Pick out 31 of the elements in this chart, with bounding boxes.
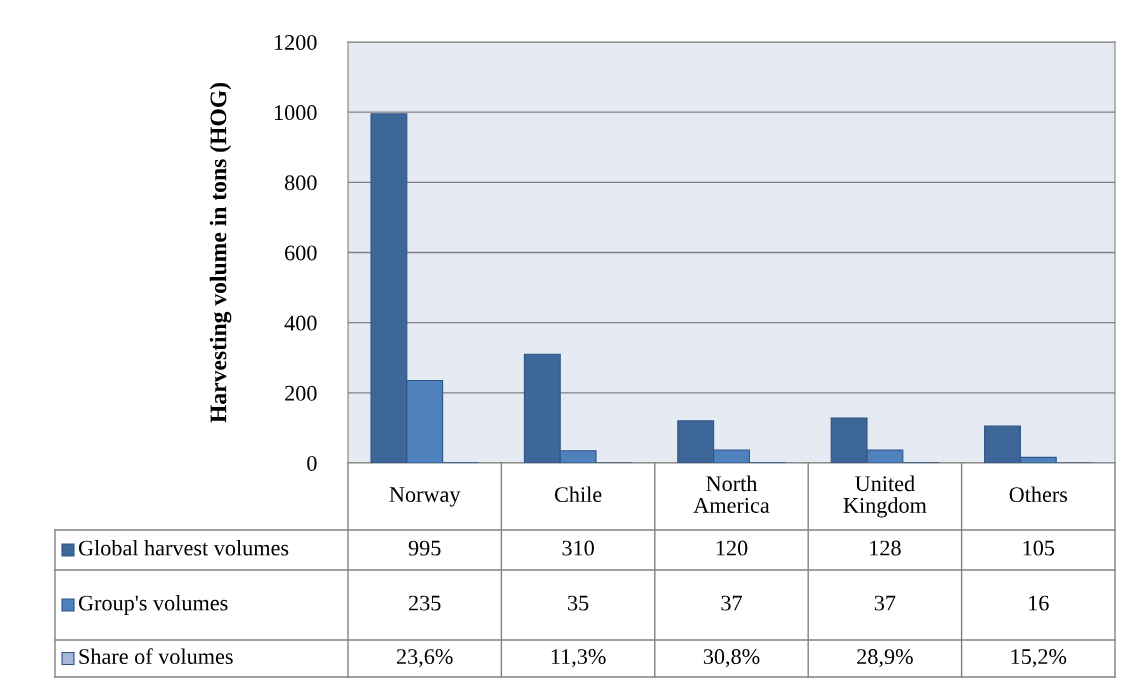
data-label: 23,6%: [396, 649, 453, 668]
data-label: 37: [874, 595, 896, 611]
x-tick-label: Others: [1009, 486, 1068, 503]
data-label: 235: [409, 595, 441, 611]
y-axis-title: Harvesting volume in tons (HOG): [209, 83, 232, 423]
data-label: 995: [408, 540, 441, 556]
x-tick-label: United Kingdom: [843, 475, 927, 518]
data-label: 35: [568, 595, 589, 611]
y-tick-label: 200: [285, 385, 317, 401]
data-label: 28,9%: [857, 649, 913, 668]
x-tick-label: Norway: [389, 487, 461, 507]
y-tick-label: 0: [307, 455, 317, 471]
data-label: 15,2%: [1011, 649, 1067, 668]
data-label: 11,3%: [551, 649, 606, 668]
data-label: 16: [1029, 595, 1049, 611]
data-label: 105: [1023, 540, 1055, 556]
y-tick-label: 600: [285, 245, 317, 261]
data-label: 128: [870, 540, 901, 556]
data-label: 120: [716, 540, 748, 556]
legend-label: Group's volumes: [78, 594, 228, 616]
y-tick-label: 400: [284, 315, 317, 331]
y-tick-label: 1000: [274, 105, 317, 121]
x-tick-label: North America: [693, 475, 770, 513]
data-label: 310: [562, 540, 594, 556]
legend-label: Share of volumes: [79, 648, 233, 665]
data-label: 37: [721, 595, 742, 611]
x-tick-label: Chile: [554, 486, 602, 503]
y-tick-label: 800: [284, 175, 317, 191]
data-label: 30,8%: [703, 649, 760, 668]
y-tick-label: 1200: [274, 34, 317, 50]
legend-label: Global harvest volumes: [78, 539, 289, 556]
